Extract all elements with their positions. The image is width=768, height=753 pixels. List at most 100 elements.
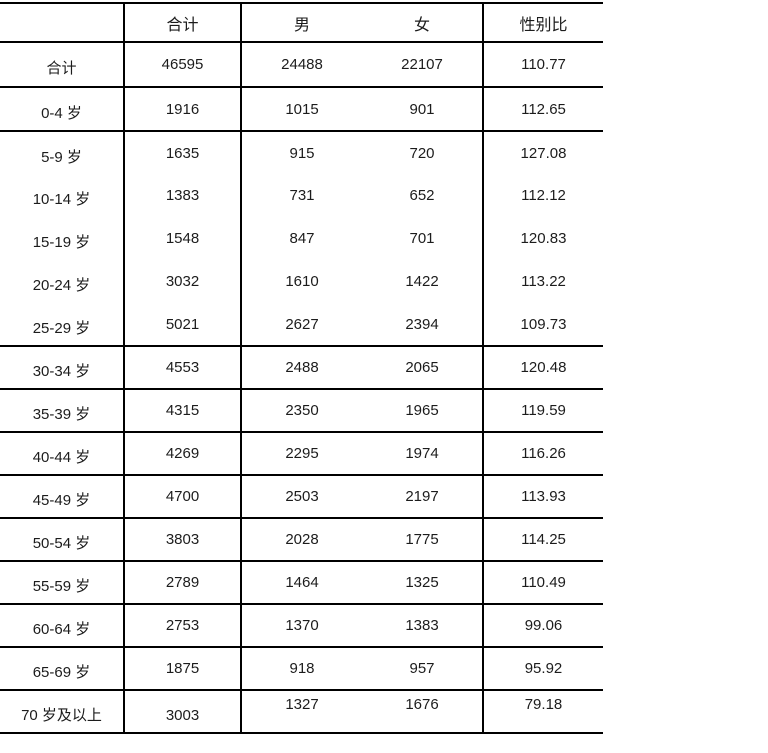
female-cell: 1422 xyxy=(362,260,484,303)
table-row: 5-9 岁 1635 915 720 127.08 xyxy=(0,131,603,174)
female-cell: 1325 xyxy=(362,561,484,605)
row-label-cell: 30-34 岁 xyxy=(0,346,125,390)
row-label-cell: 5-9 岁 xyxy=(0,131,125,174)
sex-ratio-cell: 110.49 xyxy=(483,561,603,605)
sex-ratio-cell: 112.12 xyxy=(521,187,566,204)
sex-ratio-cell: 119.59 xyxy=(483,389,603,433)
row-label-cell: 25-29 岁 xyxy=(0,303,125,347)
female-cell: 2197 xyxy=(362,475,484,519)
total-cell: 5021 xyxy=(124,303,242,347)
table-row: 35-39 岁 4315 2350 1965 119.59 xyxy=(0,389,603,433)
table-row: 60-64 岁 2753 1370 1383 99.06 xyxy=(0,604,603,648)
sex-ratio-cell: 79.18 xyxy=(483,690,603,734)
sex-ratio-cell: 110.77 xyxy=(483,42,603,88)
sex-ratio-cell: 116.26 xyxy=(483,432,603,476)
row-label-cell: 50-54 岁 xyxy=(0,518,125,562)
female-cell: 1383 xyxy=(362,604,484,648)
female-cell: 1676 xyxy=(362,690,484,734)
male-cell: 2488 xyxy=(241,346,362,390)
female-cell: 1974 xyxy=(362,432,484,476)
total-cell: 1383 xyxy=(124,174,242,217)
total-cell: 3803 xyxy=(124,518,242,562)
header-cell-sex-ratio: 性别比 xyxy=(483,2,603,43)
table-row: 合计 46595 24488 22107 110.77 xyxy=(0,42,603,88)
row-label-cell: 15-19 岁 xyxy=(0,217,125,260)
row-label-cell: 65-69 岁 xyxy=(0,647,125,691)
header-cell-male: 男 xyxy=(241,2,362,43)
male-cell: 2350 xyxy=(241,389,362,433)
table-row: 40-44 岁 4269 2295 1974 116.26 xyxy=(0,432,603,476)
row-label-cell: 40-44 岁 xyxy=(0,432,125,476)
row-label-cell: 45-49 岁 xyxy=(0,475,125,519)
female-cell: 2394 xyxy=(362,303,484,347)
sex-ratio-cell: 113.22 xyxy=(521,273,566,290)
female-cell: 701 xyxy=(362,217,484,260)
total-cell: 1635 xyxy=(124,131,242,174)
row-label-cell: 合计 xyxy=(0,42,125,88)
total-cell: 2753 xyxy=(124,604,242,648)
total-cell: 2789 xyxy=(124,561,242,605)
male-cell: 731 xyxy=(289,187,315,204)
total-cell: 4315 xyxy=(124,389,242,433)
sex-ratio-cell: 113.93 xyxy=(483,475,603,519)
total-cell: 4553 xyxy=(124,346,242,390)
sex-ratio-cell: 95.92 xyxy=(483,647,603,691)
row-label-cell: 60-64 岁 xyxy=(0,604,125,648)
sex-ratio-cell: 120.48 xyxy=(483,346,603,390)
table-body: 合计 46595 24488 22107 110.77 0-4 岁 1916 1015 901 1… xyxy=(0,42,603,734)
total-cell: 1916 xyxy=(124,87,242,132)
male-cell: 1370 xyxy=(241,604,362,648)
row-label-cell: 55-59 岁 xyxy=(0,561,125,605)
female-cell: 652 xyxy=(362,174,484,217)
table-row: 50-54 岁 3803 2028 1775 114.25 xyxy=(0,518,603,562)
female-cell: 1775 xyxy=(362,518,484,562)
male-cell: 915 xyxy=(289,144,315,162)
table-row: 25-29 岁 5021 2627 2394 109.73 xyxy=(0,303,603,347)
table-row: 45-49 岁 4700 2503 2197 113.93 xyxy=(0,475,603,519)
header-cell-female: 女 xyxy=(362,2,484,43)
sex-ratio-cell: 120.83 xyxy=(520,230,567,247)
male-cell: 2503 xyxy=(241,475,362,519)
sex-ratio-cell: 127.08 xyxy=(520,144,567,162)
male-cell: 24488 xyxy=(241,42,362,88)
sex-ratio-cell: 112.65 xyxy=(483,87,603,132)
row-label-cell: 10-14 岁 xyxy=(0,174,125,217)
table-row: 65-69 岁 1875 918 957 95.92 xyxy=(0,647,603,691)
row-label-cell: 20-24 岁 xyxy=(0,260,125,303)
table-row: 30-34 岁 4553 2488 2065 120.48 xyxy=(0,346,603,390)
header-cell-total: 合计 xyxy=(124,2,242,43)
male-cell: 1464 xyxy=(241,561,362,605)
row-label-cell: 35-39 岁 xyxy=(0,389,125,433)
female-cell: 22107 xyxy=(362,42,484,88)
female-cell: 901 xyxy=(362,87,484,132)
sex-ratio-cell: 99.06 xyxy=(483,604,603,648)
table-row: 15-19 岁 1548 847 701 120.83 xyxy=(0,217,603,260)
male-cell: 918 xyxy=(241,647,362,691)
header-cell-blank xyxy=(0,2,125,43)
total-cell: 3003 xyxy=(124,690,242,734)
table-row: 70 岁及以上 3003 1327 1676 79.18 xyxy=(0,690,603,734)
total-cell: 46595 xyxy=(124,42,242,88)
male-cell: 2028 xyxy=(241,518,362,562)
total-cell: 1548 xyxy=(124,217,242,260)
table-row: 10-14 岁 1383 731 652 112.12 xyxy=(0,174,603,217)
male-cell: 2627 xyxy=(241,303,362,347)
female-cell: 2065 xyxy=(362,346,484,390)
total-cell: 4269 xyxy=(124,432,242,476)
table-row: 20-24 岁 3032 1610 1422 113.22 xyxy=(0,260,603,303)
total-cell: 3032 xyxy=(124,260,242,303)
male-cell: 1015 xyxy=(241,87,362,132)
male-cell: 847 xyxy=(289,230,315,247)
male-cell: 2295 xyxy=(241,432,362,476)
sex-ratio-cell: 114.25 xyxy=(483,518,603,562)
row-label-cell: 0-4 岁 xyxy=(0,87,125,132)
male-cell: 1610 xyxy=(285,273,319,290)
female-cell: 720 xyxy=(362,131,484,174)
female-cell: 1965 xyxy=(362,389,484,433)
table-row: 55-59 岁 2789 1464 1325 110.49 xyxy=(0,561,603,605)
female-cell: 957 xyxy=(362,647,484,691)
sex-ratio-cell: 109.73 xyxy=(483,303,603,347)
total-cell: 1875 xyxy=(124,647,242,691)
